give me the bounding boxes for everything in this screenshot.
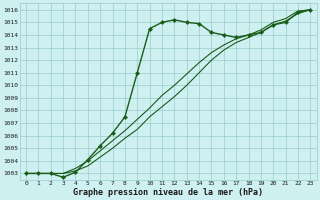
X-axis label: Graphe pression niveau de la mer (hPa): Graphe pression niveau de la mer (hPa) xyxy=(73,188,263,197)
